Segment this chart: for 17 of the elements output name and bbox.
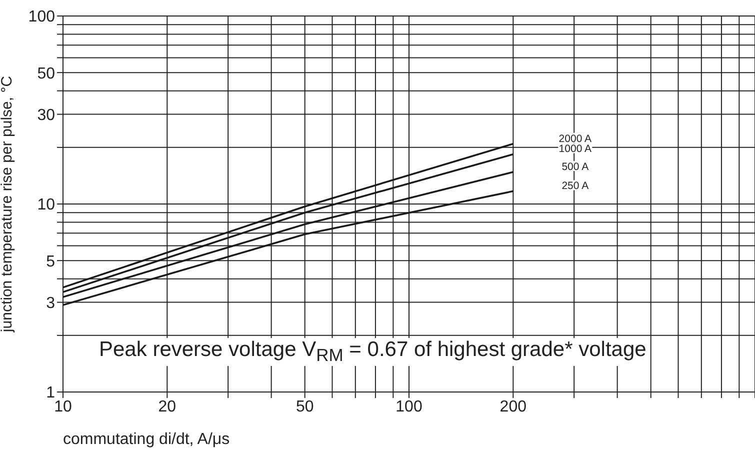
x-tick-label: 20 (158, 398, 176, 416)
text: 250 A (562, 180, 589, 192)
y-tick-label: 10 (37, 196, 56, 214)
y-tick-label: 50 (37, 65, 56, 82)
y-tick-label: 1 (46, 384, 56, 402)
text: 500 A (562, 160, 589, 173)
text: 1000 A (558, 143, 592, 156)
y-tick-label: 30 (37, 106, 56, 124)
x-tick-label: 50 (296, 398, 314, 416)
x-tick-label: 100 (396, 398, 422, 416)
y-tick-label: 3 (46, 294, 56, 312)
x-axis-title: commutating di/dt, A/μs (63, 431, 230, 448)
x-tick-label: 200 (500, 398, 527, 416)
y-tick-label: 100 (28, 8, 56, 26)
y-axis-title: junction temperature rise per pulse, °C (0, 76, 16, 334)
text: 2000 A (558, 132, 592, 145)
y-tick-label: 5 (46, 253, 56, 270)
